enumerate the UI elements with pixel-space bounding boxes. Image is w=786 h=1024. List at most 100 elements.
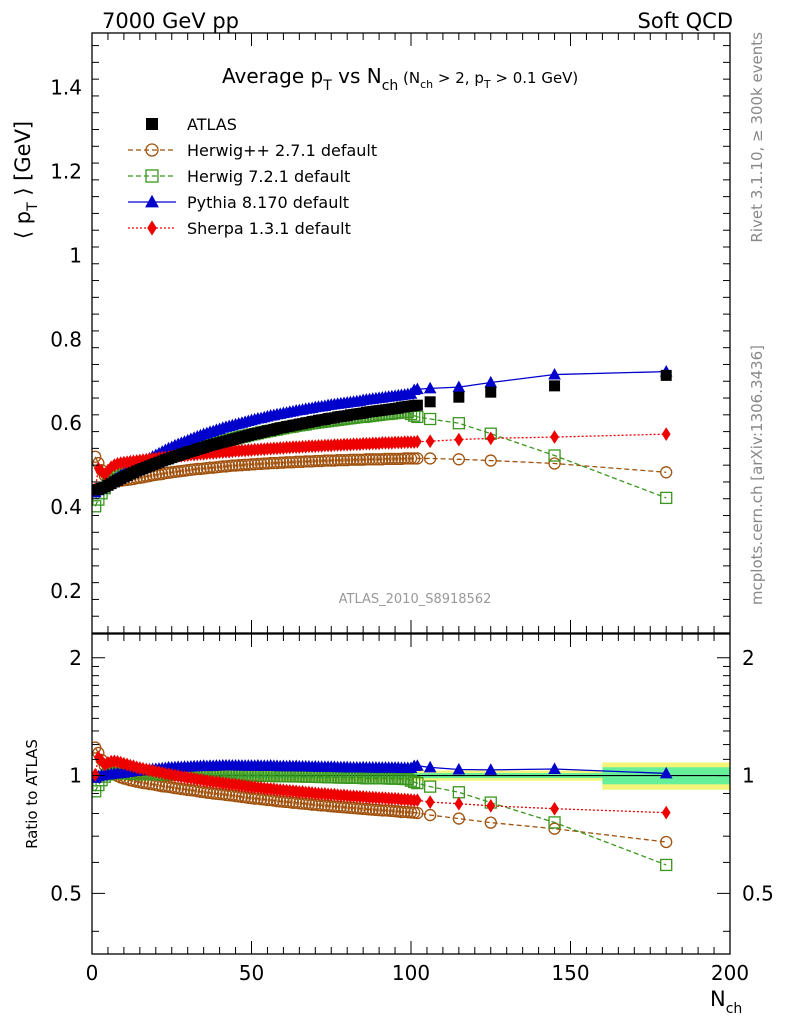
- point-sherpa-1-3-1-default: [425, 434, 435, 449]
- ratio-plot-area: 0 50 100 150 200 0.5 0.5 1 1 2 2: [50, 633, 774, 985]
- point-herwig-2-7-1-default: [392, 452, 405, 466]
- point-herwig-2-7-1-default: [385, 452, 399, 466]
- title-vs: vs N: [332, 64, 382, 88]
- ratio-ytick-label: 1: [69, 764, 82, 788]
- point-herwig-2-7-1-default: [548, 457, 561, 470]
- point-herwig-2-7-1-default: [283, 456, 296, 469]
- ratio-ytick-label: 2: [69, 646, 82, 670]
- rivet-label: Rivet 3.1.10, ≥ 300k events: [748, 32, 766, 243]
- point-herwig-2-7-1-default: [401, 452, 414, 465]
- ratio-point-pythia-8-170-default: [411, 759, 424, 771]
- point-herwig-2-7-1-default: [372, 453, 386, 466]
- ratio-point-sherpa-1-3-1-default: [92, 767, 100, 782]
- xtick-label: 100: [392, 961, 430, 985]
- ratio-ytick-label-right: 0.5: [742, 881, 774, 905]
- ratio-point-herwig-2-7-1-default: [395, 805, 408, 819]
- ratio-point-sherpa-1-3-1-default: [97, 754, 106, 768]
- title-cut-sub1: ch: [420, 78, 433, 91]
- title-pt-sub: T: [322, 78, 332, 94]
- series-atlas: [92, 369, 672, 496]
- ratio-point-pythia-8-170-default: [548, 762, 561, 774]
- point-herwig-2-7-1-default: [382, 452, 395, 466]
- ratio-ytick-label-right: 2: [742, 646, 755, 670]
- ratio-point-herwig-7-2-1-default: [452, 786, 466, 799]
- ratio-point-herwig-2-7-1-default: [660, 835, 673, 849]
- point-herwig-2-7-1-default: [321, 454, 335, 467]
- ratio-ytick-label: 0.5: [50, 881, 82, 905]
- title-cut-open: (N: [398, 69, 420, 87]
- ratio-point-herwig-2-7-1-default: [452, 812, 466, 825]
- point-herwig-2-7-1-default: [290, 455, 303, 468]
- point-herwig-2-7-1-default: [203, 461, 217, 474]
- legend-label-herwig-7-2-1-default: Herwig 7.2.1 default: [187, 167, 350, 186]
- ratio-point-sherpa-1-3-1-default: [486, 798, 496, 813]
- point-herwig-2-7-1-default: [452, 453, 466, 466]
- point-herwig-2-7-1-default: [369, 453, 383, 466]
- main-title: Average pT vs Nch (Nch > 2, pT > 0.1 GeV…: [222, 64, 578, 94]
- point-herwig-2-7-1-default: [312, 454, 325, 468]
- point-herwig-2-7-1-default: [423, 452, 437, 465]
- ylabel-open: ⟨ p: [11, 211, 35, 239]
- point-herwig-2-7-1-default: [293, 455, 306, 468]
- point-pythia-8-170-default: [411, 382, 424, 395]
- ratio-ylabel: Ratio to ATLAS: [23, 739, 41, 849]
- ratio-point-herwig-7-2-1-default: [411, 776, 424, 790]
- point-herwig-2-7-1-default: [258, 457, 271, 470]
- ratio-point-herwig-2-7-1-default: [411, 806, 424, 820]
- point-herwig-2-7-1-default: [360, 453, 373, 466]
- point-herwig-2-7-1-default: [388, 452, 402, 466]
- point-herwig-7-2-1-default: [92, 500, 102, 513]
- point-herwig-2-7-1-default: [379, 452, 392, 466]
- main-ytick-label: 0.4: [50, 495, 82, 519]
- main-ytick-label: 0.8: [50, 327, 82, 351]
- point-pythia-8-170-default: [548, 367, 561, 380]
- point-sherpa-1-3-1-default: [454, 432, 464, 447]
- ratio-series-sherpa-1-3-1-default: [92, 750, 671, 820]
- point-herwig-2-7-1-default: [334, 453, 347, 467]
- point-herwig-2-7-1-default: [299, 455, 312, 468]
- point-pythia-8-170-default: [452, 380, 466, 393]
- point-herwig-2-7-1-default: [309, 454, 322, 468]
- title-average: Average p: [222, 64, 323, 88]
- point-herwig-7-2-1-default: [452, 417, 466, 430]
- legend-label-pythia-8-170-default: Pythia 8.170 default: [187, 193, 349, 212]
- point-sherpa-1-3-1-default: [550, 430, 559, 444]
- xlabel-main: N: [710, 987, 726, 1011]
- point-herwig-2-7-1-default: [232, 459, 245, 472]
- main-ytick-label: 1.4: [50, 76, 82, 100]
- point-herwig-2-7-1-default: [350, 453, 363, 466]
- point-herwig-2-7-1-default: [337, 453, 351, 467]
- ratio-point-pythia-8-170-default: [484, 763, 498, 775]
- ratio-point-sherpa-1-3-1-default: [425, 795, 435, 809]
- point-herwig-2-7-1-default: [398, 452, 411, 465]
- ratio-point-sherpa-1-3-1-default: [93, 750, 103, 765]
- point-herwig-2-7-1-default: [226, 459, 239, 472]
- point-herwig-2-7-1-default: [238, 458, 252, 471]
- ratio-point-herwig-7-2-1-default: [401, 772, 414, 786]
- point-herwig-2-7-1-default: [274, 456, 287, 469]
- point-herwig-2-7-1-default: [404, 452, 418, 465]
- point-herwig-2-7-1-default: [484, 454, 497, 467]
- ratio-point-sherpa-1-3-1-default: [661, 805, 671, 820]
- point-atlas: [411, 399, 423, 411]
- legend-entry-herwig-7-2-1-default: Herwig 7.2.1 default: [128, 167, 350, 186]
- title-cut-close: > 0.1 GeV): [491, 69, 579, 87]
- main-ytick-label: 0.6: [50, 411, 82, 435]
- point-herwig-2-7-1-default: [302, 455, 316, 468]
- main-axis-ticks: 0.2 0.4 0.6 0.8 1 1.2 1.4: [50, 33, 731, 634]
- ratio-point-herwig-2-7-1-default: [376, 804, 389, 817]
- point-pythia-8-170-default: [484, 375, 498, 388]
- point-herwig-2-7-1-default: [408, 452, 421, 465]
- point-atlas: [660, 369, 672, 381]
- ratio-series-herwig-2-7-1-default: [92, 741, 673, 849]
- ratio-point-pythia-8-170-default: [659, 766, 673, 779]
- ratio-point-herwig-7-2-1-default: [423, 780, 437, 793]
- ratio-point-sherpa-1-3-1-default: [412, 793, 422, 808]
- point-atlas: [453, 391, 465, 403]
- point-herwig-2-7-1-default: [245, 458, 258, 471]
- point-herwig-7-2-1-default: [411, 410, 424, 424]
- ratio-series-group: [92, 741, 673, 872]
- point-atlas: [485, 386, 497, 398]
- point-herwig-2-7-1-default: [92, 450, 102, 463]
